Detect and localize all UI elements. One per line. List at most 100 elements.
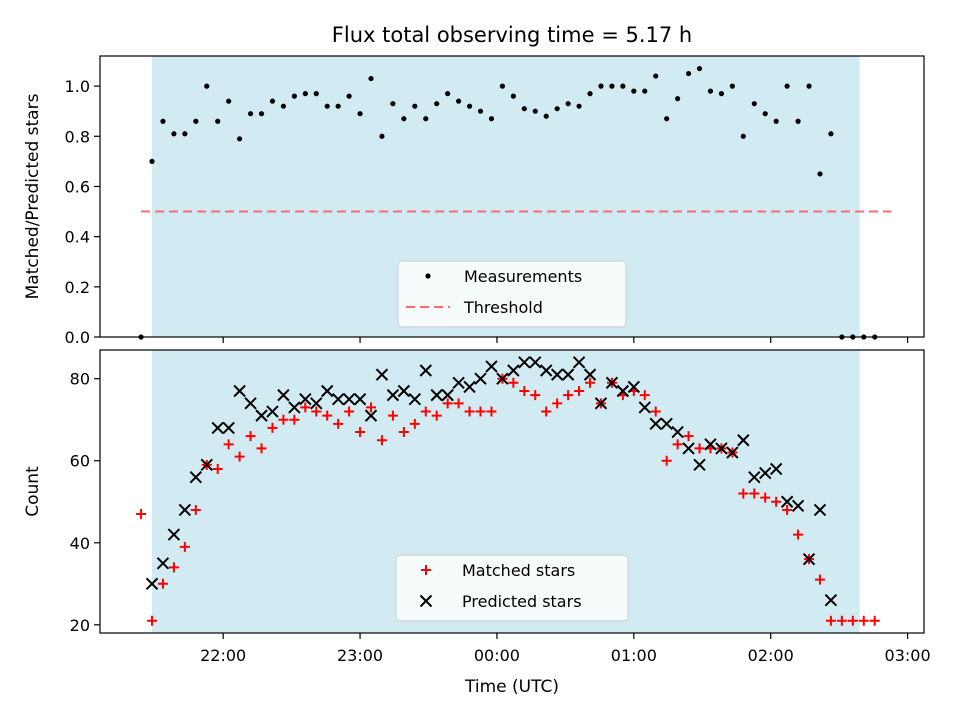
measurement-point [576,103,582,109]
predicted-star-point [342,393,356,406]
ratio-panel: 0.0 0.2 0.4 0.6 0.8 1.0 Matched/Predicted star… [23,55,925,347]
matched-star-point [574,386,585,397]
x-tick-label: 23:00 [337,646,383,665]
measurement-point [423,116,429,122]
matched-star-point [453,398,464,409]
matched-star-point [738,488,749,499]
predicted-star-point [550,368,564,381]
predicted-star-point [321,384,334,398]
predicted-star-point [474,372,487,385]
measurement-point [204,83,210,89]
x-tick-label: 22:00 [200,646,246,665]
matched-star-point [278,414,289,425]
measurement-point [685,70,692,77]
measurement-point [466,103,473,109]
predicted-star-point [759,466,772,480]
measurement-point [313,91,319,97]
measurement-point [412,103,418,109]
predicted-star-point [255,409,268,422]
matched-star-point [157,578,168,589]
predicted-star-point [583,368,597,381]
predicted-star-point [353,393,367,406]
measurement-point [379,133,385,139]
predicted-star-point [299,393,312,406]
matched-star-point [147,615,158,626]
predicted-star-point [737,434,750,447]
matched-star-point [672,439,683,450]
measurement-point [795,118,801,124]
measurement-point [335,103,341,109]
measurement-point [707,88,714,94]
matched-star-point [344,406,355,417]
predicted-star-point [200,458,213,472]
count-panel: 20 40 60 80 Count 22:00 23:00 00:00 01:00 02:00 03… [23,349,931,665]
matched-star-point [585,377,596,388]
measurement-point [247,111,254,117]
predicted-star-point [780,495,794,508]
measurement-point [499,83,506,89]
measurement-point [828,131,834,137]
y-tick-label: 0.2 [65,278,90,297]
matched-star-point [782,504,793,515]
matched-star-point [398,427,409,438]
matched-star-point [508,377,519,388]
matched-star-point [366,402,377,413]
measurement-point [543,113,549,119]
predicted-star-point [561,368,575,381]
measurement-point [477,108,484,114]
matched-star-point [749,488,760,499]
matched-star-point [431,410,442,421]
predicted-star-point [266,405,279,418]
measurement-point [171,131,177,137]
measurement-point [434,101,440,107]
predicted-star-point [167,528,181,541]
matched-star-point [650,406,661,417]
measurement-point [324,103,330,109]
measurement-point [631,88,637,94]
matched-star-point [179,541,190,552]
predicted-star-point [748,470,761,484]
predicted-star-point [397,384,411,398]
predicted-star-point [375,368,389,381]
legend-box [395,554,629,622]
measurement-point [226,98,232,104]
measurement-point [521,106,527,112]
predicted-star-point [572,356,586,369]
matched-star-point [136,509,147,520]
predicted-star-point [496,372,509,385]
matched-star-point [825,615,836,626]
measurement-point [664,116,670,122]
matched-star-point [234,451,245,462]
measurement-point [193,118,199,124]
predicted-star-point [419,364,432,377]
predicted-star-point [715,442,728,455]
predicted-star-point [540,364,553,377]
matched-star-point [475,406,486,417]
y-tick-label: 80 [70,370,90,389]
measurement-point [346,93,352,99]
measurement-point [401,116,407,122]
matched-star-point [771,496,782,507]
predicted-star-point [594,397,608,410]
predicted-star-point [671,425,684,439]
measurement-point [598,83,604,89]
measurement-point [149,158,155,164]
measurement-point [675,96,681,102]
predicted-star-point [452,376,465,390]
predicted-star-point [233,384,246,398]
x-tick-label: 01:00 [611,646,657,665]
measurement-point [488,116,495,122]
predicted-star-point [726,446,739,459]
measurement-point [784,83,790,89]
predicted-star-point [156,557,170,570]
measurement-point [653,73,659,79]
measurement-point [456,98,462,104]
predicted-star-point [485,360,498,373]
measurement-point [751,101,757,107]
measurement-point [280,103,287,109]
matched-star-point [661,455,672,466]
matched-star-point [464,406,475,417]
measurement-point [554,106,560,112]
matched-star-point [858,615,869,626]
